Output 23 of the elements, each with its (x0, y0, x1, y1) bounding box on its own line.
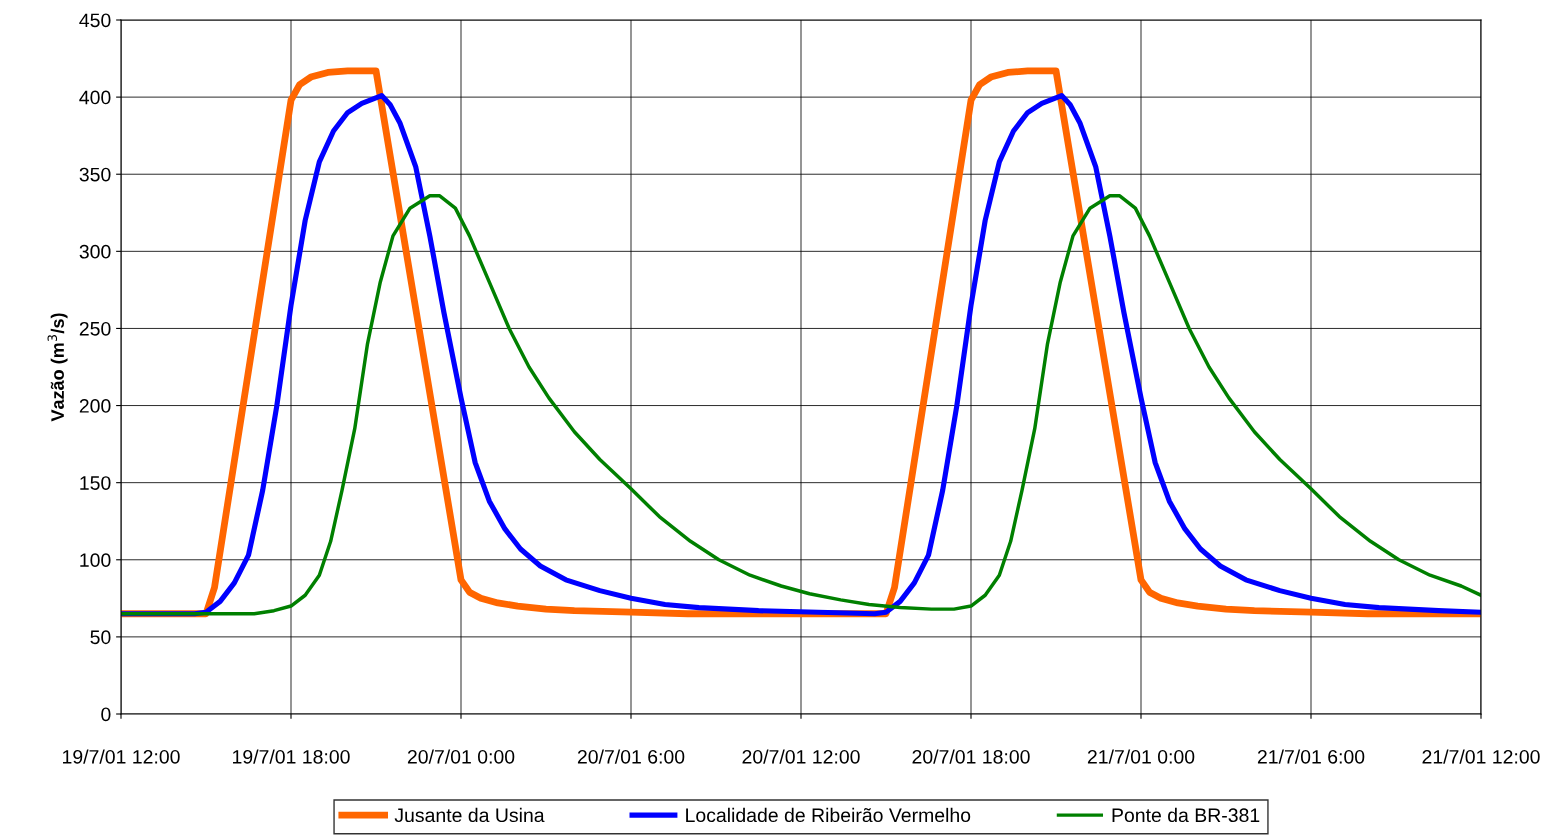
y-tick-label: 150 (80, 476, 111, 490)
y-tick-label: 0 (101, 707, 111, 722)
y-tick-label: 100 (80, 553, 111, 568)
y-tick-label: 250 (79, 321, 111, 336)
x-tick-label: 20/7/01 12:00 (742, 749, 860, 764)
x-tick-label: 19/7/01 18:00 (233, 749, 350, 764)
x-tick-label: 21/7/01 6:00 (1257, 749, 1365, 764)
y-tick-label: 450 (79, 13, 111, 28)
x-tick-label: 21/7/01 0:00 (1087, 749, 1195, 764)
y-tick-label: 300 (79, 244, 111, 259)
legend-label: Jusante da Usina (394, 807, 545, 823)
x-tick-label: 20/7/01 6:00 (577, 749, 685, 764)
x-tick-label: 19/7/01 12:00 (63, 749, 180, 764)
y-tick-label: 50 (90, 630, 111, 645)
y-tick-label: 400 (79, 90, 111, 105)
x-tick-label: 20/7/01 0:00 (407, 749, 515, 764)
y-tick-label: 350 (79, 167, 111, 182)
legend-label: Localidade de Ribeirão Vermelho (686, 807, 971, 823)
y-axis-title: Vazão (m$^{3}$/s) (47, 313, 68, 422)
legend-label: Ponte da BR-381 (1112, 807, 1260, 823)
y-tick-label: 200 (79, 399, 111, 413)
x-tick-label: 21/7/01 12:00 (1422, 749, 1540, 764)
x-tick-label: 20/7/01 18:00 (912, 749, 1030, 764)
